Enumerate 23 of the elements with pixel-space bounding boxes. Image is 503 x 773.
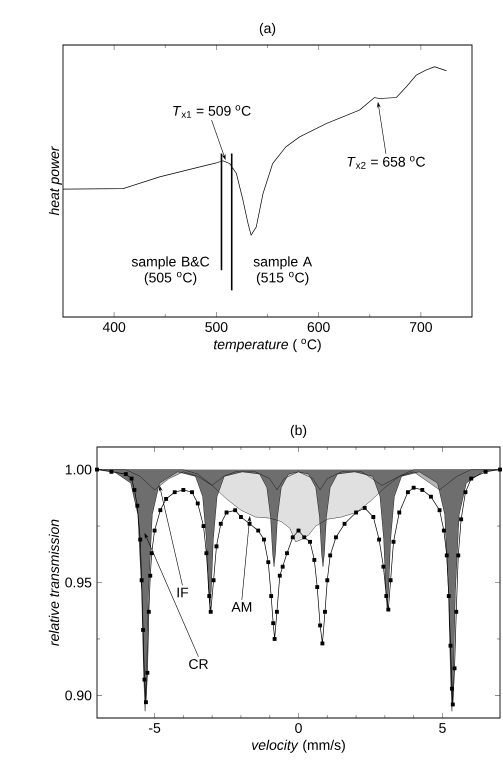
ref-line-label: sample A (515 $^{o}$C) — [254, 256, 312, 286]
annotation: AM — [231, 602, 252, 612]
y-axis-title: relative transmission — [48, 520, 60, 646]
x-tick-label: 0 — [295, 723, 302, 733]
chart-title: (b) — [290, 424, 306, 438]
chart-title: (a) — [260, 22, 276, 36]
annotation: T$_{x2}$ = 658 $^{o}$C — [348, 156, 425, 169]
x-tick-label: 500 — [205, 322, 228, 332]
y-tick-label: 1.00 — [66, 464, 92, 475]
ref-line-label: sample B&C (505 $^{o}$C) — [132, 256, 210, 286]
y-tick-label: 0.90 — [65, 690, 92, 700]
y-axis-title: heat power — [48, 146, 62, 216]
annotation: IF — [178, 588, 188, 598]
x-axis-title: temperature ( $^{o}$C) — [214, 338, 321, 352]
annotation: CR — [189, 659, 208, 669]
x-tick-label: -5 — [149, 723, 160, 733]
x-tick-label: 400 — [102, 322, 126, 332]
y-tick-label: 0.95 — [65, 578, 92, 588]
x-tick-label: 5 — [439, 723, 446, 733]
annotation: T$_{x1}$ = 509 $^{o}$C — [173, 105, 251, 118]
x-axis-title: velocity (mm/s) — [252, 740, 345, 753]
x-tick-label: 600 — [308, 322, 330, 332]
x-tick-label: 700 — [410, 322, 432, 332]
